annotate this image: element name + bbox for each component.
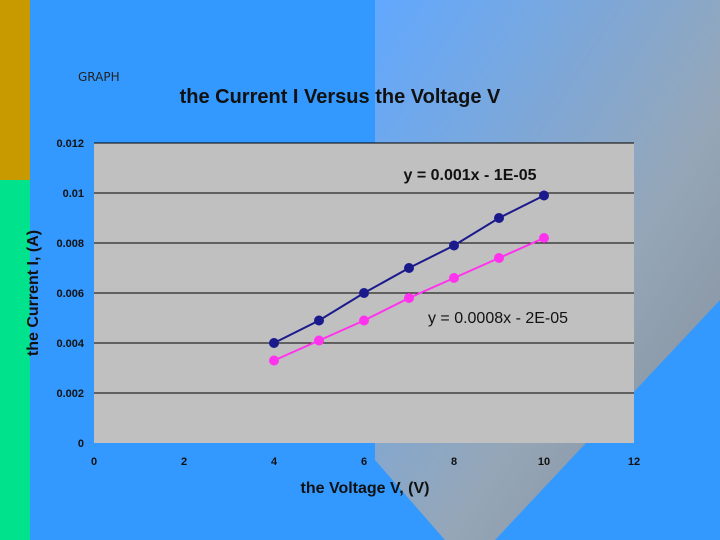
slide-label: GRAPH — [78, 70, 120, 84]
left-bar-bottom — [0, 180, 30, 540]
y-tick-label: 0 — [78, 438, 84, 450]
tick-labels: 0 0.002 0.004 0.006 0.008 0.01 0.012 0 2 4 6 8 10 12 — [56, 138, 640, 468]
x-axis-label: the Voltage V, (V) — [301, 480, 430, 497]
data-point — [269, 355, 279, 366]
data-point — [539, 190, 549, 201]
x-tick-label: 6 — [361, 456, 367, 468]
y-tick-label: 0.012 — [56, 138, 84, 150]
x-tick-label: 0 — [91, 456, 97, 468]
y-tick-label: 0.002 — [56, 388, 84, 400]
data-point — [539, 233, 549, 243]
y-tick-label: 0.01 — [63, 188, 84, 200]
x-tick-label: 12 — [628, 456, 640, 468]
data-point — [404, 263, 414, 273]
x-tick-label: 2 — [181, 456, 187, 468]
x-tick-label: 10 — [538, 456, 550, 468]
data-point — [314, 315, 324, 326]
trendline-label-2: y = 0.0008x - 2E-05 — [428, 310, 568, 327]
data-point — [314, 335, 324, 346]
data-point — [494, 253, 504, 263]
data-point — [359, 288, 369, 298]
series — [269, 190, 549, 366]
data-point — [404, 293, 414, 303]
y-axis-label: the Current I, (A) — [25, 230, 42, 356]
data-point — [359, 315, 369, 326]
y-tick-label: 0.006 — [56, 288, 84, 300]
data-point — [269, 338, 279, 348]
data-point — [449, 240, 459, 251]
y-tick-label: 0.004 — [56, 338, 84, 350]
data-point — [494, 213, 504, 223]
trendline-label-1: y = 0.001x - 1E-05 — [404, 167, 537, 184]
left-bar-top — [0, 0, 30, 180]
x-tick-label: 8 — [451, 456, 457, 468]
chart-title: the Current I Versus the Voltage V — [179, 86, 501, 108]
y-tick-label: 0.008 — [56, 238, 84, 250]
x-tick-label: 4 — [271, 456, 278, 468]
data-point — [449, 273, 459, 283]
